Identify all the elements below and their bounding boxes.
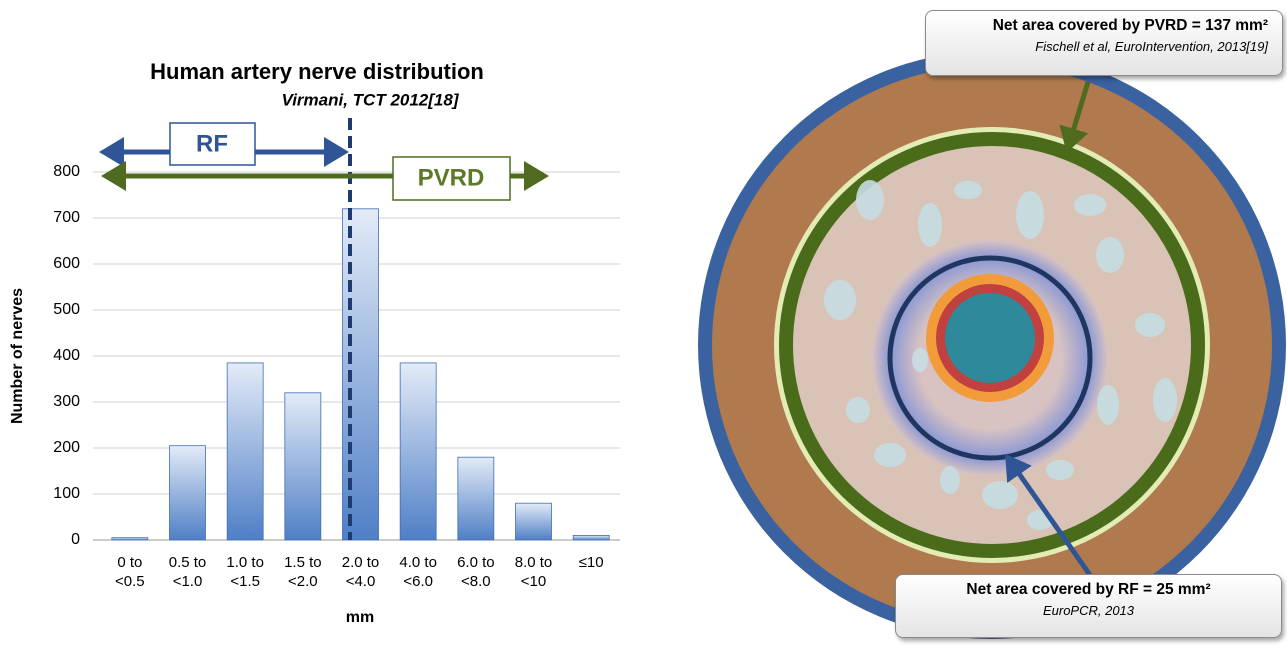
x-tick-label: 2.0 to <4.0 bbox=[336, 553, 386, 591]
bar bbox=[170, 446, 206, 540]
callout-title: Net area covered by RF = 25 mm² bbox=[910, 581, 1267, 599]
x-tick-label: ≤10 bbox=[566, 553, 616, 572]
y-tick-label: 100 bbox=[53, 485, 80, 502]
page: Human artery nerve distribution Virmani,… bbox=[0, 0, 1287, 648]
y-tick-label: 500 bbox=[53, 301, 80, 318]
pvrd-label: PVRD bbox=[418, 164, 485, 191]
x-tick-label: 4.0 to <6.0 bbox=[393, 553, 443, 591]
y-axis-label: Number of nerves bbox=[9, 288, 26, 424]
x-tick-label: 1.0 to <1.5 bbox=[220, 553, 270, 591]
x-tick-label: 0 to <0.5 bbox=[105, 553, 155, 591]
bar bbox=[285, 393, 321, 540]
rf-callout: Net area covered by RF = 25 mm² EuroPCR,… bbox=[895, 574, 1282, 638]
chart-title: Human artery nerve distribution bbox=[150, 59, 484, 84]
y-tick-label: 600 bbox=[53, 255, 80, 272]
x-tick-label: 1.5 to <2.0 bbox=[278, 553, 328, 591]
x-tick-label: 0.5 to <1.0 bbox=[163, 553, 213, 591]
rf-label: RF bbox=[196, 130, 228, 157]
y-tick-label: 400 bbox=[53, 347, 80, 364]
bar bbox=[516, 503, 552, 540]
bar bbox=[400, 363, 436, 540]
x-tick-label: 8.0 to <10 bbox=[509, 553, 559, 591]
y-tick-label: 200 bbox=[53, 439, 80, 456]
chart: Human artery nerve distribution Virmani,… bbox=[0, 0, 1287, 648]
bar bbox=[343, 209, 379, 540]
plot: 0 100 200 300 400 500 600 700 800 bbox=[53, 163, 620, 548]
callout-source: Fischell et al, EuroIntervention, 2013[1… bbox=[940, 39, 1268, 54]
y-tick-label: 0 bbox=[71, 531, 80, 548]
x-axis-label: mm bbox=[346, 609, 374, 626]
bar bbox=[573, 535, 609, 540]
pvrd-callout: Net area covered by PVRD = 137 mm² Fisch… bbox=[925, 10, 1283, 76]
callout-source: EuroPCR, 2013 bbox=[910, 603, 1267, 618]
y-tick-label: 700 bbox=[53, 209, 80, 226]
bar bbox=[227, 363, 263, 540]
bar bbox=[458, 457, 494, 540]
y-tick-label: 800 bbox=[53, 163, 80, 180]
y-tick-label: 300 bbox=[53, 393, 80, 410]
artery-diagram bbox=[698, 51, 1286, 639]
chart-subtitle: Virmani, TCT 2012[18] bbox=[282, 90, 460, 109]
bar bbox=[112, 538, 148, 540]
callout-title: Net area covered by PVRD = 137 mm² bbox=[940, 17, 1268, 35]
x-tick-label: 6.0 to <8.0 bbox=[451, 553, 501, 591]
